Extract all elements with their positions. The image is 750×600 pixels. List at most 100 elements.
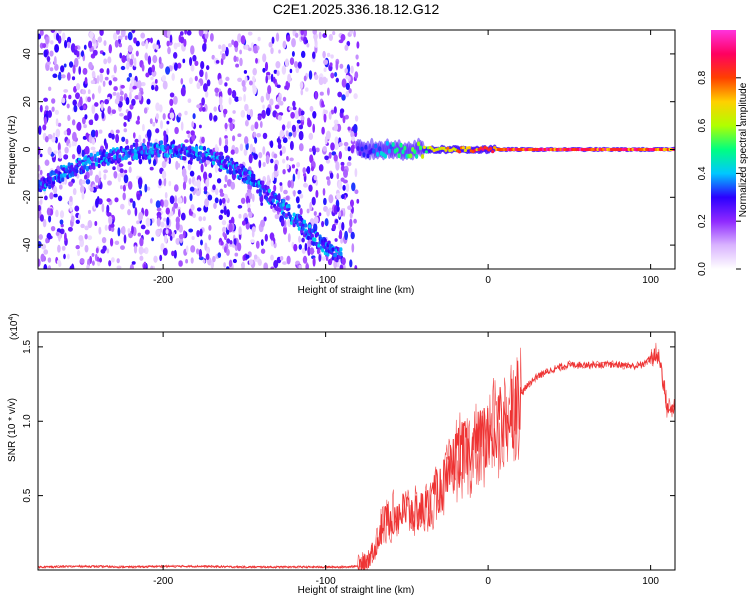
heatmap-speckle — [169, 112, 175, 120]
heatmap-speckle — [177, 163, 181, 168]
heatmap-speckle — [68, 61, 74, 68]
heatmap-speckle — [278, 49, 281, 54]
heatmap-speckle — [321, 100, 325, 108]
heatmap-speckle — [338, 180, 343, 191]
heatmap-speckle — [336, 172, 340, 180]
heatmap-speckle — [120, 65, 126, 71]
heatmap-ridge-point — [304, 223, 308, 228]
heatmap-tone-core — [387, 148, 391, 154]
heatmap-speckle — [219, 50, 223, 56]
heatmap-speckle — [248, 259, 254, 265]
heatmap-speckle — [233, 55, 237, 63]
heatmap-speckle — [187, 133, 191, 139]
heatmap-speckle — [204, 71, 208, 81]
heatmap-speckle — [88, 119, 94, 126]
heatmap-tone-core — [442, 146, 446, 150]
x-tick-label: 100 — [642, 576, 659, 587]
heatmap-speckle — [61, 32, 66, 42]
heatmap-speckle — [77, 249, 81, 257]
heatmap-speckle — [337, 91, 343, 98]
heatmap-speckle — [84, 174, 88, 180]
heatmap-speckle — [142, 248, 146, 253]
heatmap-speckle — [297, 61, 302, 69]
x-tick-label: -200 — [153, 576, 173, 587]
heatmap-speckle — [135, 40, 140, 47]
heatmap-speckle — [221, 197, 226, 204]
heatmap-speckle — [88, 61, 93, 70]
y-tick-label: -20 — [22, 190, 33, 205]
heatmap-ridge-point — [171, 144, 175, 149]
heatmap-speckle — [229, 121, 234, 132]
heatmap-speckle — [38, 125, 42, 135]
heatmap-speckle — [261, 109, 266, 119]
heatmap-speckle — [348, 227, 353, 234]
heatmap-speckle — [150, 265, 154, 269]
heatmap-speckle — [314, 91, 318, 100]
heatmap-speckle — [160, 120, 163, 130]
heatmap-speckle — [131, 76, 135, 87]
heatmap-speckle — [298, 264, 302, 269]
heatmap-y-axis-label: Frequency (Hz) — [7, 116, 18, 185]
heatmap-speckle — [183, 195, 187, 205]
heatmap-speckle — [103, 58, 108, 65]
heatmap-ridge-point — [150, 150, 154, 155]
heatmap-speckle — [47, 265, 52, 269]
heatmap-speckle — [282, 261, 287, 265]
heatmap-speckle — [113, 86, 118, 92]
heatmap-speckle — [297, 170, 301, 180]
heatmap-speckle — [328, 207, 333, 213]
heatmap-speckle — [322, 33, 328, 38]
heatmap-speckle — [173, 95, 178, 105]
heatmap-speckle — [163, 130, 167, 138]
heatmap-speckle — [202, 216, 206, 221]
heatmap-speckle — [123, 234, 127, 244]
heatmap-speckle — [167, 46, 171, 55]
heatmap-speckle — [39, 153, 43, 158]
heatmap-speckle — [233, 238, 237, 246]
heatmap-speckle — [111, 109, 117, 115]
heatmap-speckle — [346, 161, 352, 167]
heatmap-speckle — [270, 254, 274, 261]
heatmap-speckle — [118, 43, 122, 48]
heatmap-speckle — [101, 236, 107, 244]
heatmap-speckle — [128, 166, 132, 173]
heatmap-speckle — [199, 228, 203, 237]
heatmap-speckle — [44, 105, 49, 111]
heatmap-speckle — [79, 96, 83, 106]
heatmap-speckle — [78, 235, 84, 242]
heatmap-speckle — [106, 68, 110, 75]
heatmap-speckle — [163, 30, 168, 37]
heatmap-ridge-point — [312, 241, 316, 246]
heatmap-tone-core — [374, 143, 378, 149]
heatmap-speckle — [219, 198, 223, 206]
heatmap-speckle — [219, 104, 224, 112]
heatmap-speckle — [231, 39, 235, 45]
heatmap-speckle — [295, 196, 300, 204]
heatmap-speckle — [55, 32, 60, 41]
heatmap-tone-core — [358, 151, 362, 157]
heatmap-speckle — [106, 198, 111, 203]
heatmap-speckle — [214, 163, 218, 174]
heatmap-speckle — [121, 55, 127, 63]
heatmap-speckle — [55, 118, 59, 127]
heatmap-speckle — [87, 235, 93, 241]
heatmap-ridge-point — [158, 149, 162, 154]
heatmap-speckle — [161, 199, 164, 208]
heatmap-speckle — [306, 165, 311, 175]
heatmap-speckle — [251, 193, 255, 203]
heatmap-speckle — [132, 200, 136, 209]
heatmap-speckle — [225, 248, 230, 256]
heatmap-speckle — [151, 237, 155, 242]
heatmap-speckle — [312, 123, 316, 134]
heatmap-ridge-point — [144, 147, 148, 152]
heatmap-speckle — [119, 168, 124, 174]
heatmap-speckle — [39, 30, 44, 36]
heatmap-speckle — [279, 182, 283, 186]
heatmap-speckle — [42, 219, 47, 228]
heatmap-tone-core — [399, 142, 403, 148]
heatmap-speckle — [187, 163, 192, 171]
heatmap-speckle — [106, 248, 110, 254]
heatmap-speckle — [201, 106, 206, 112]
heatmap-speckle — [314, 34, 318, 44]
heatmap-speckle — [254, 121, 259, 130]
